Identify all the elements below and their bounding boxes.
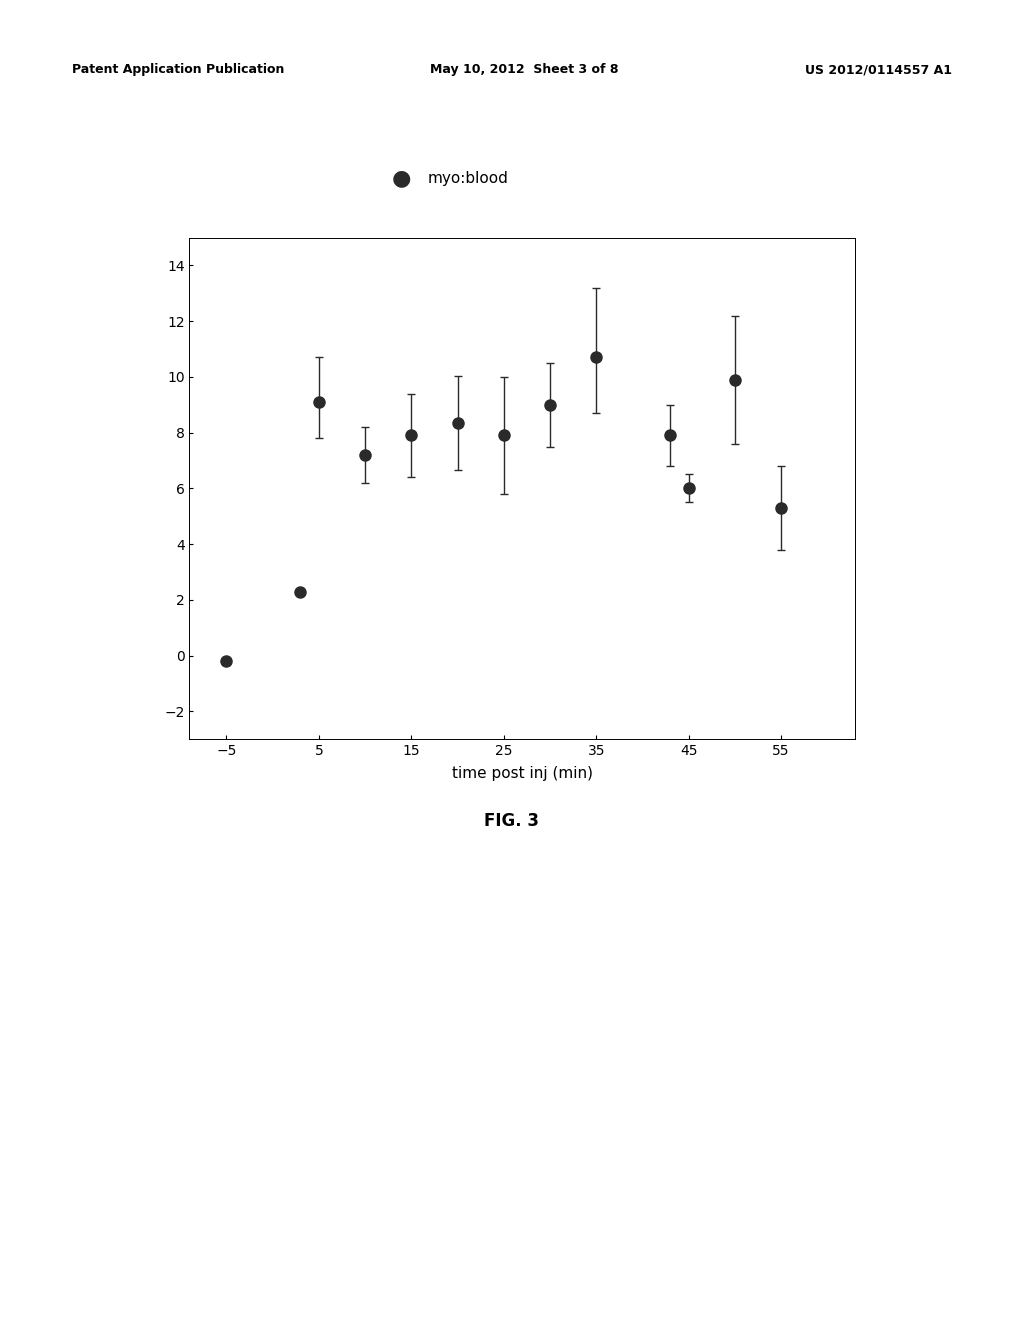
Point — [450, 412, 466, 433]
Text: US 2012/0114557 A1: US 2012/0114557 A1 — [805, 63, 952, 77]
Text: myo:blood: myo:blood — [428, 170, 508, 186]
Point — [403, 425, 420, 446]
Point — [496, 425, 512, 446]
X-axis label: time post inj (min): time post inj (min) — [452, 767, 593, 781]
Point — [357, 445, 374, 466]
Point — [218, 651, 234, 672]
Point — [773, 498, 790, 519]
Text: ●: ● — [392, 168, 412, 189]
Point — [727, 370, 743, 391]
Point — [310, 392, 327, 413]
Text: Patent Application Publication: Patent Application Publication — [72, 63, 284, 77]
Point — [588, 347, 604, 368]
Point — [542, 395, 558, 416]
Point — [680, 478, 696, 499]
Text: FIG. 3: FIG. 3 — [484, 812, 540, 830]
Text: May 10, 2012  Sheet 3 of 8: May 10, 2012 Sheet 3 of 8 — [430, 63, 618, 77]
Point — [292, 581, 308, 602]
Point — [662, 425, 678, 446]
